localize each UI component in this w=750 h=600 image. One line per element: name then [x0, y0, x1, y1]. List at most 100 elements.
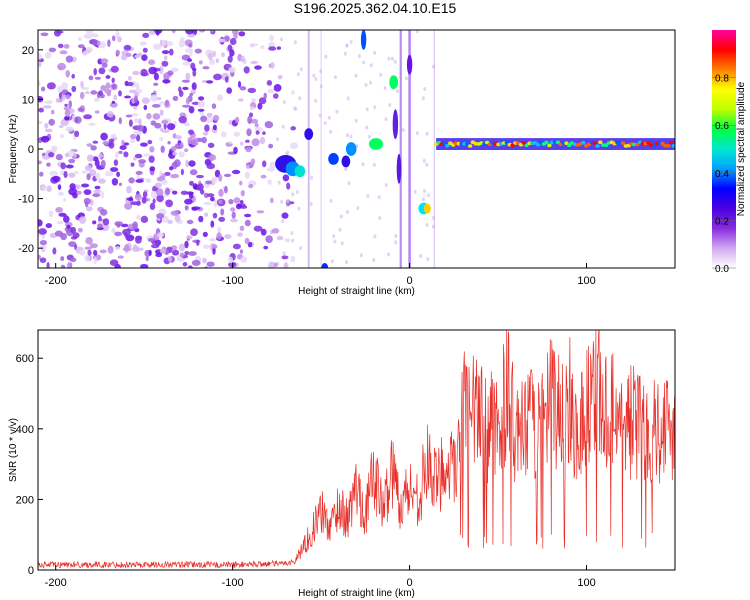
- noise-blob: [96, 40, 101, 46]
- faint-blob: [373, 105, 377, 110]
- noise-blob: [212, 176, 217, 184]
- noise-blob: [187, 58, 193, 63]
- noise-blob: [135, 236, 142, 244]
- faint-blob: [330, 259, 334, 264]
- noise-blob: [211, 103, 217, 109]
- noise-blob: [135, 170, 143, 175]
- noise-blob: [118, 90, 122, 97]
- faint-blob: [373, 234, 377, 239]
- noise-blob: [238, 31, 246, 37]
- noise-blob: [99, 249, 107, 254]
- noise-blob: [86, 206, 93, 212]
- noise-blob: [268, 261, 276, 268]
- noise-blob: [89, 243, 98, 249]
- noise-blob: [184, 240, 189, 249]
- noise-blob: [244, 171, 251, 179]
- signal-blob: [392, 109, 399, 140]
- noise-blob: [223, 173, 232, 178]
- noise-blob: [200, 115, 208, 123]
- faint-blob: [291, 192, 295, 197]
- noise-blob: [250, 118, 259, 124]
- y-axis-label: Frequency (Hz): [8, 115, 19, 184]
- noise-blob: [217, 94, 224, 101]
- noise-blob: [60, 118, 69, 127]
- noise-blob: [231, 169, 241, 175]
- noise-blob: [240, 141, 244, 146]
- y-tick-label: 400: [16, 424, 34, 436]
- noise-blob: [180, 37, 185, 44]
- noise-blob: [107, 39, 111, 47]
- track-segment: [504, 140, 510, 145]
- faint-blob: [335, 109, 339, 114]
- noise-blob: [73, 152, 77, 159]
- noise-blob: [281, 255, 289, 260]
- noise-blob: [240, 205, 248, 209]
- noise-blob: [188, 251, 197, 256]
- faint-blob: [354, 118, 358, 123]
- noise-blob: [39, 245, 47, 250]
- faint-blob: [365, 107, 369, 112]
- noise-blob: [216, 232, 222, 240]
- noise-blob: [85, 30, 94, 34]
- noise-blob: [172, 95, 179, 101]
- faint-blob: [369, 80, 372, 85]
- noise-blob: [224, 35, 230, 42]
- faint-blob: [297, 206, 301, 211]
- noise-blob: [113, 159, 119, 167]
- noise-blob: [185, 97, 190, 105]
- noise-blob: [227, 44, 233, 52]
- noise-blob: [118, 150, 123, 154]
- track-segment: [535, 142, 541, 147]
- noise-blob: [116, 171, 120, 178]
- faint-blob: [369, 63, 373, 68]
- noise-blob: [139, 41, 147, 46]
- track-segment: [465, 142, 470, 146]
- noise-blob: [135, 179, 144, 183]
- noise-blob: [65, 94, 71, 100]
- noise-blob: [185, 72, 191, 81]
- noise-blob: [133, 95, 138, 103]
- faint-blob: [281, 124, 285, 129]
- noise-blob: [262, 160, 267, 168]
- noise-blob: [114, 231, 122, 237]
- faint-blob: [387, 252, 391, 257]
- noise-blob: [57, 184, 62, 191]
- noise-blob: [167, 70, 174, 76]
- noise-blob: [238, 98, 244, 102]
- noise-blob: [273, 84, 282, 92]
- x-tick-label: 100: [577, 275, 595, 287]
- noise-blob: [55, 98, 60, 103]
- noise-blob: [268, 46, 277, 51]
- noise-blob: [86, 173, 91, 181]
- signal-blob: [360, 30, 367, 50]
- noise-blob: [169, 48, 174, 56]
- noise-blob: [258, 97, 267, 105]
- noise-blob: [170, 67, 179, 73]
- noise-blob: [66, 224, 71, 229]
- faint-blob: [309, 202, 313, 207]
- noise-blob: [64, 153, 70, 158]
- noise-blob: [128, 177, 135, 184]
- noise-blob: [100, 85, 107, 91]
- noise-blob: [213, 73, 222, 81]
- noise-blob: [167, 219, 173, 224]
- noise-blob: [42, 105, 52, 109]
- noise-blob: [148, 59, 156, 65]
- noise-blob: [247, 87, 257, 94]
- noise-blob: [101, 62, 108, 68]
- faint-blob: [384, 183, 388, 188]
- noise-blob: [125, 234, 135, 242]
- noise-blob: [130, 162, 135, 167]
- noise-blob: [133, 156, 137, 161]
- faint-blob: [293, 40, 297, 45]
- noise-blob: [164, 171, 171, 176]
- noise-blob: [224, 234, 232, 240]
- faint-blob: [296, 72, 300, 77]
- noise-blob: [290, 142, 298, 150]
- noise-blob: [149, 166, 156, 172]
- noise-blob: [161, 39, 167, 47]
- noise-blob: [249, 43, 259, 47]
- noise-blob: [290, 255, 296, 263]
- noise-blob: [192, 183, 198, 190]
- noise-blob: [202, 244, 210, 249]
